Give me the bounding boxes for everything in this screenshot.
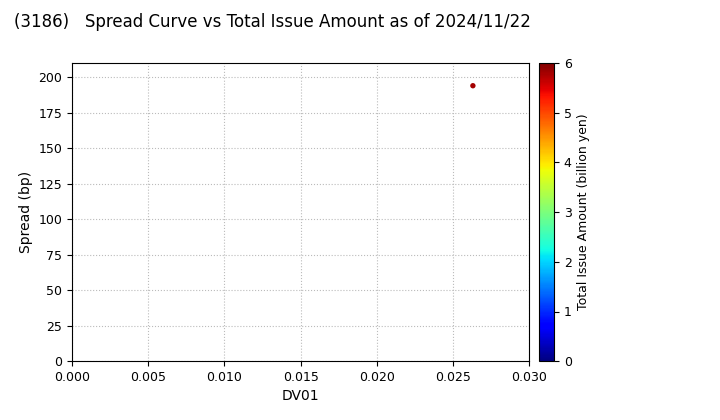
Point xyxy=(467,82,479,89)
Y-axis label: Total Issue Amount (billion yen): Total Issue Amount (billion yen) xyxy=(577,114,590,310)
X-axis label: DV01: DV01 xyxy=(282,389,320,404)
Text: (3186)   Spread Curve vs Total Issue Amount as of 2024/11/22: (3186) Spread Curve vs Total Issue Amoun… xyxy=(14,13,531,31)
Y-axis label: Spread (bp): Spread (bp) xyxy=(19,171,33,253)
